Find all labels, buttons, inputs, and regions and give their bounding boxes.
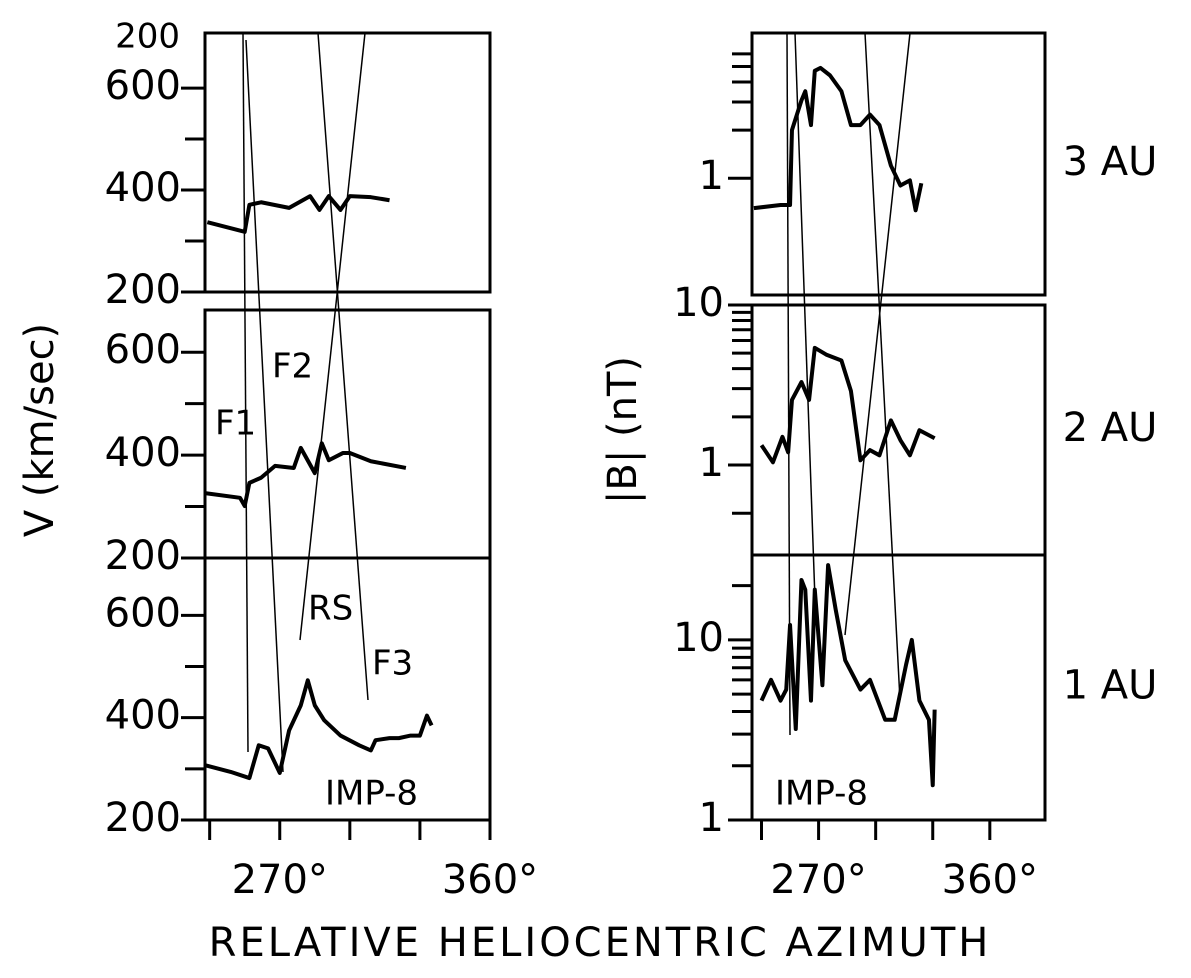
data-line (759, 345, 936, 465)
y-tick-label: 10 (673, 280, 724, 326)
y-tick-label: 200 (105, 267, 181, 313)
y-tick-label: 10 (673, 615, 724, 661)
annotation: IMP-8 (775, 774, 868, 814)
annotation: 200 (115, 17, 180, 57)
panel-frame (750, 303, 1047, 557)
f1-line-b (786, 32, 791, 736)
data-line (753, 65, 924, 213)
panel-frame (750, 553, 1047, 822)
f2-line (245, 39, 284, 773)
annotation: F2 (272, 347, 313, 387)
y-tick-label: 200 (105, 533, 181, 579)
rs-line (299, 32, 366, 641)
panel-frame (750, 31, 1047, 297)
data-line (206, 194, 390, 234)
annotation: F3 (372, 644, 413, 684)
x-axis-label: RELATIVE HELIOCENTRIC AZIMUTH (209, 920, 992, 966)
f1-line (242, 32, 249, 753)
x-tick-label: 360° (942, 857, 1038, 903)
panel-frame (203, 31, 492, 294)
annotation: IMP-8 (325, 774, 418, 814)
f2-line-b (794, 32, 816, 601)
annotation: RS (308, 589, 353, 629)
y-tick-label: 1 (699, 795, 724, 841)
annotation: F1 (215, 404, 256, 444)
distance-label: 1 AU (1063, 663, 1158, 709)
y-tick-label: 400 (105, 430, 181, 476)
y-axis-label: V (km/sec) (17, 323, 63, 537)
y-tick-label: 1 (699, 153, 724, 199)
trajectory-lines (242, 32, 911, 773)
distance-label: 2 AU (1063, 405, 1158, 451)
f3-line (317, 32, 369, 701)
y-tick-label: 400 (105, 693, 181, 739)
panel-frame (203, 556, 492, 822)
data-line (204, 441, 407, 509)
y-tick-label: 400 (105, 165, 181, 211)
f3-line-b (864, 32, 901, 701)
data-line (204, 678, 434, 781)
distance-label: 3 AU (1063, 139, 1158, 185)
y-tick-label: 600 (105, 590, 181, 636)
x-tick-label: 270° (232, 857, 328, 903)
data-line (759, 563, 937, 788)
x-tick-label: 270° (770, 857, 866, 903)
y-tick-label: 600 (105, 327, 181, 373)
x-tick-label: 360° (442, 857, 538, 903)
rs-line-b (844, 32, 911, 636)
y-tick-label: 600 (105, 63, 181, 109)
y-tick-label: 1 (699, 440, 724, 486)
y-axis-label: |B| (nT) (600, 356, 646, 504)
y-tick-label: 200 (105, 795, 181, 841)
